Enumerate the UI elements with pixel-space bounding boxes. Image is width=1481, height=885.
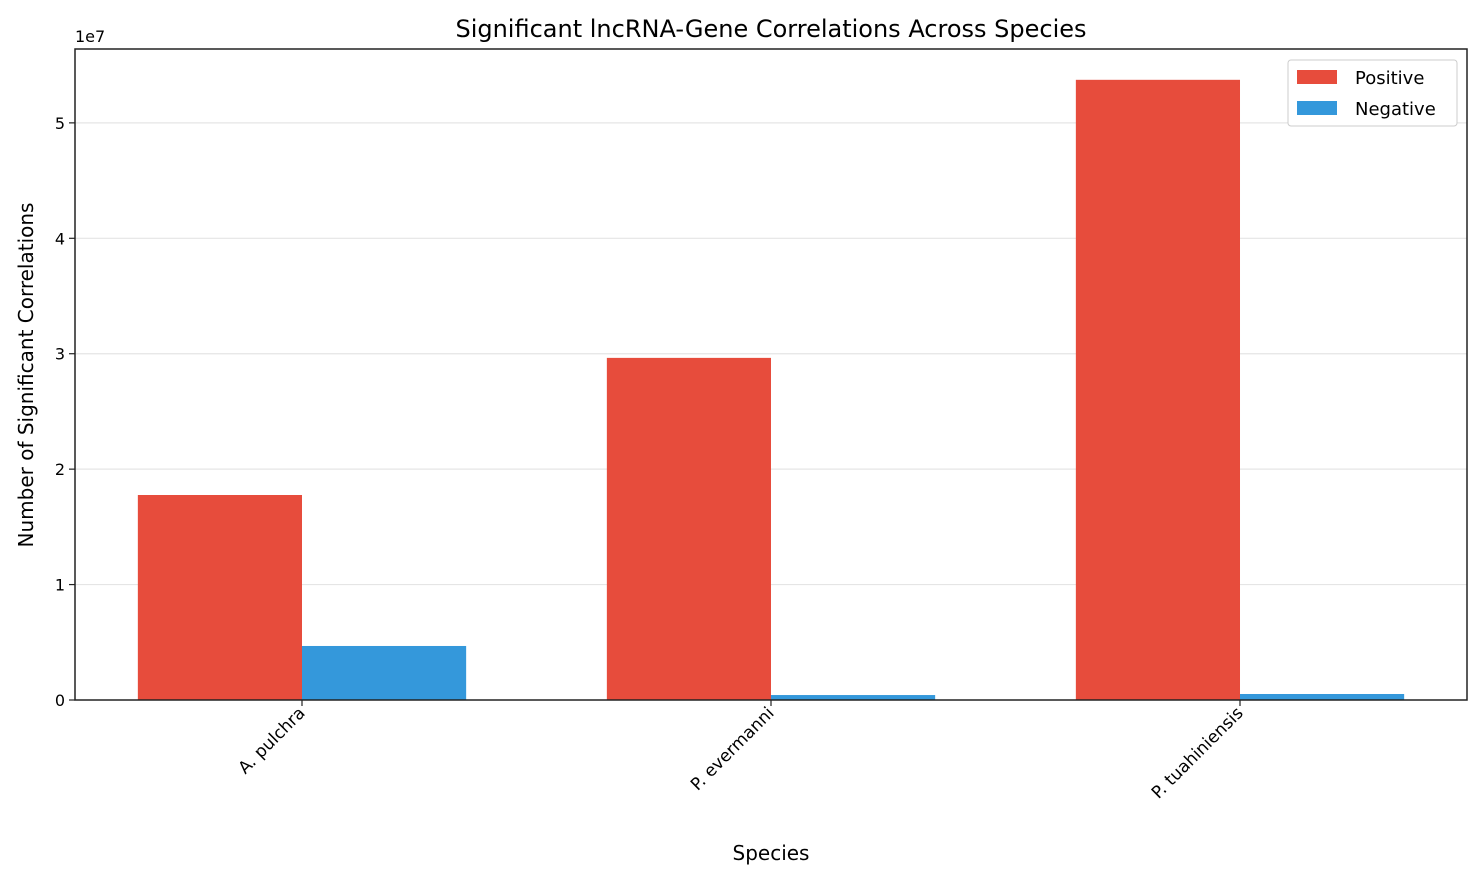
x-tick-label: P. tuahiniensis [1148, 703, 1248, 803]
y-tick-label: 5 [55, 114, 65, 133]
y-offset-label: 1e7 [75, 27, 105, 46]
y-tick-label: 2 [55, 460, 65, 479]
bar-negative [771, 695, 936, 700]
bar-positive [137, 495, 302, 700]
y-tick-label: 3 [55, 345, 65, 364]
x-axis-label: Species [733, 841, 810, 865]
legend: Positive Negative [1287, 59, 1458, 127]
legend-swatch-positive [1297, 70, 1337, 84]
chart-title: Significant lncRNA-Gene Correlations Acr… [455, 15, 1086, 43]
bar-positive [606, 357, 771, 700]
bar-negative [1240, 693, 1405, 700]
bar-positive [1075, 79, 1241, 701]
bar-negative [301, 645, 467, 700]
legend-swatch-negative [1297, 101, 1337, 115]
y-axis-label: Number of Significant Correlations [14, 203, 38, 548]
y-tick-label: 1 [55, 576, 65, 595]
legend-label: Negative [1355, 99, 1436, 120]
x-tick-label: P. evermanni [687, 703, 778, 794]
x-tick-label: A. pulchra [235, 703, 310, 778]
y-tick-label: 0 [55, 691, 65, 710]
legend-label: Positive [1355, 68, 1424, 89]
y-tick-label: 4 [55, 229, 65, 248]
